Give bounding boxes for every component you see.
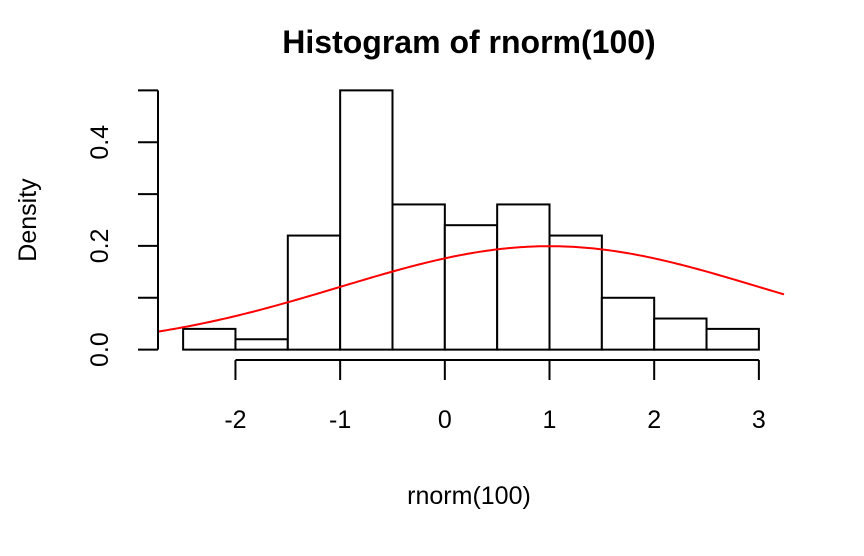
x-tick-label: 1 bbox=[543, 406, 557, 434]
histogram-bar-9 bbox=[653, 317, 708, 351]
density-curve bbox=[157, 245, 785, 333]
x-tick-label: -2 bbox=[224, 406, 246, 434]
x-axis: -2 -1 0 1 2 3 bbox=[224, 359, 766, 434]
chart-title: Histogram of rnorm(100) bbox=[282, 24, 655, 60]
y-tick-label: 0.0 bbox=[86, 332, 114, 367]
x-tick-label: 3 bbox=[752, 406, 766, 434]
x-tick-label: 0 bbox=[438, 406, 452, 434]
histogram-bar-4 bbox=[391, 203, 446, 351]
histogram-bar-6 bbox=[496, 203, 551, 351]
histogram-bar-2 bbox=[286, 234, 342, 351]
y-axis-label: Density bbox=[14, 178, 42, 262]
histogram-bar-8 bbox=[600, 296, 656, 351]
y-tick-label: 0.4 bbox=[86, 125, 114, 160]
histogram-bar-10 bbox=[705, 327, 760, 351]
x-tick-label: 2 bbox=[647, 406, 661, 434]
x-tick-label: -1 bbox=[329, 406, 351, 434]
y-axis: 0.0 0.2 0.4 bbox=[86, 89, 159, 367]
histogram-bar-5 bbox=[443, 224, 499, 351]
y-tick-label: 0.2 bbox=[86, 229, 114, 264]
histogram-bar-1 bbox=[234, 338, 289, 351]
histogram-bars bbox=[182, 89, 760, 351]
histogram-bar-7 bbox=[548, 234, 603, 351]
histogram-bar-0 bbox=[182, 327, 237, 351]
histogram-bar-3 bbox=[339, 89, 394, 351]
x-axis-label: rnorm(100) bbox=[407, 482, 531, 510]
